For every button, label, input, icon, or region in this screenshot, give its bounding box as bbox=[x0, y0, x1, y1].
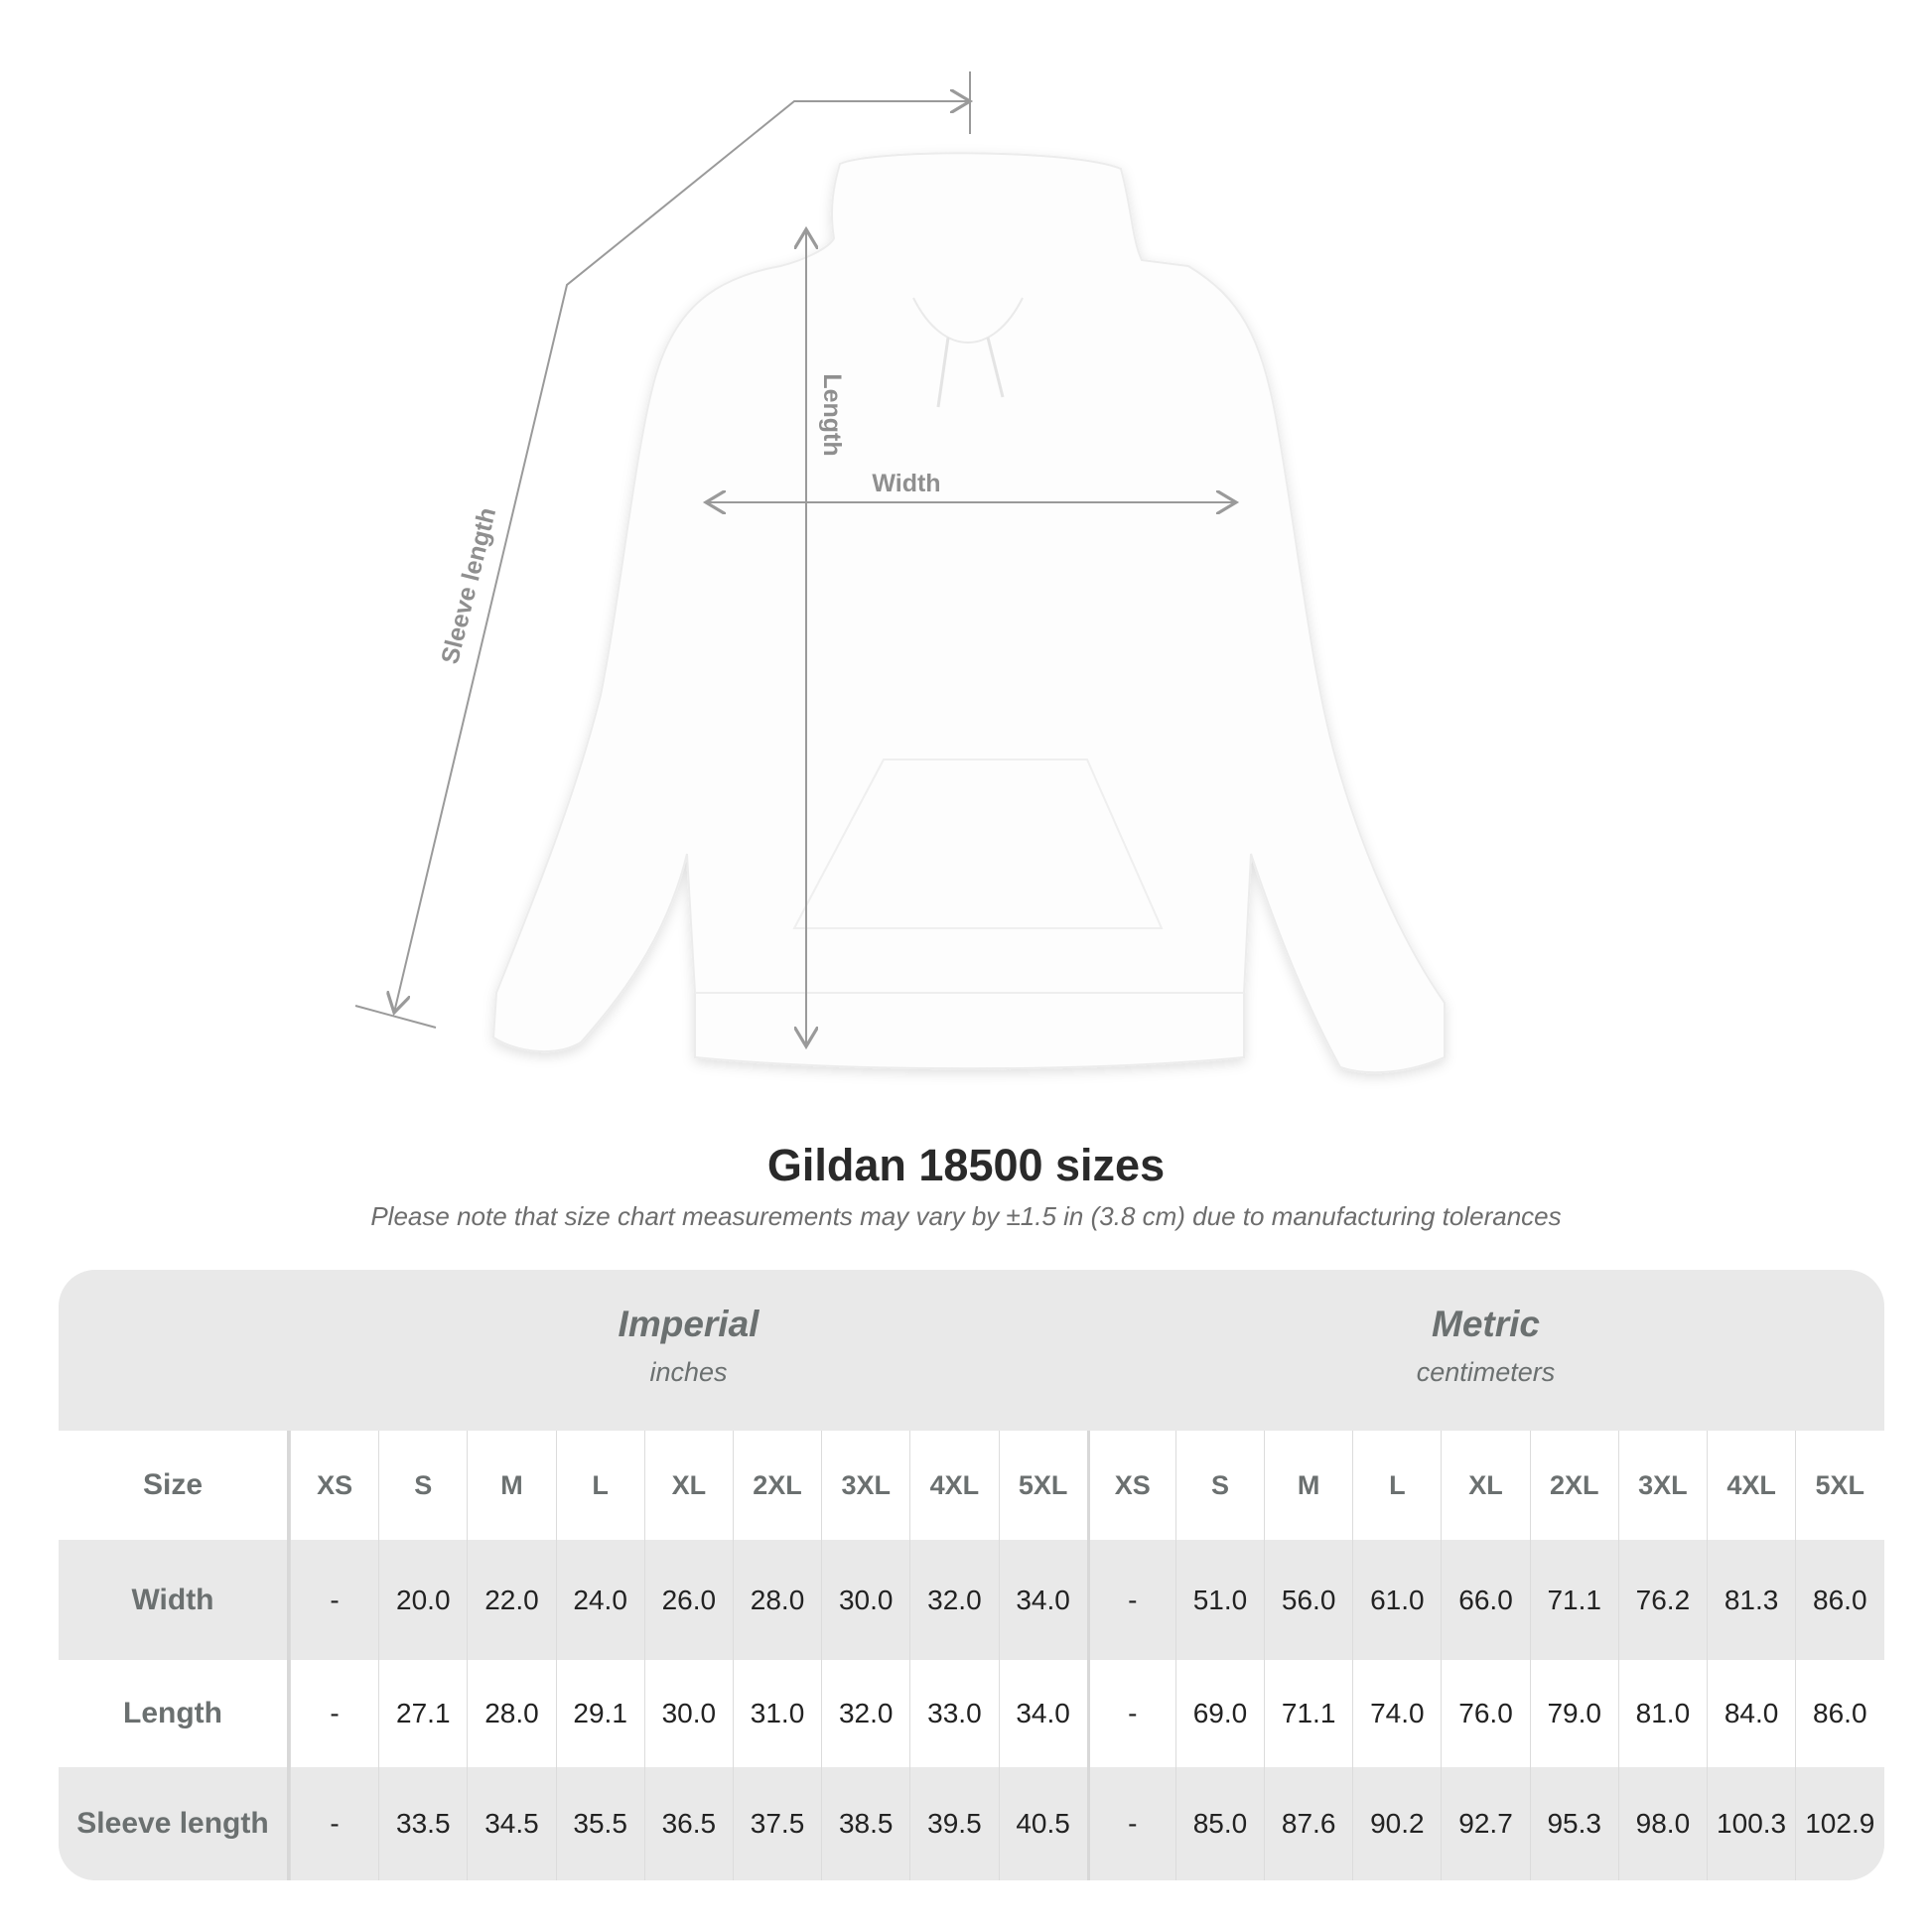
value-cell-imperial: 34.0 bbox=[998, 1540, 1087, 1660]
value-cell-imperial: 36.5 bbox=[643, 1767, 733, 1880]
value-cell-metric: 81.0 bbox=[1617, 1660, 1707, 1767]
value-cell-imperial: 35.5 bbox=[555, 1767, 644, 1880]
value-cell-metric: 56.0 bbox=[1264, 1540, 1352, 1660]
value-cell-metric: 79.0 bbox=[1529, 1660, 1618, 1767]
value-cell-metric: 81.3 bbox=[1707, 1540, 1795, 1660]
sleeve-length-measure bbox=[354, 71, 970, 1029]
value-cell-metric: 86.0 bbox=[1795, 1540, 1883, 1660]
value-cell-imperial: 39.5 bbox=[909, 1767, 998, 1880]
value-cell-metric: - bbox=[1086, 1540, 1175, 1660]
size-header-imperial: 4XL bbox=[909, 1431, 998, 1540]
size-header-metric: 2XL bbox=[1529, 1431, 1618, 1540]
value-cell-imperial: 22.0 bbox=[467, 1540, 555, 1660]
value-cell-metric: 76.0 bbox=[1441, 1660, 1529, 1767]
value-cell-metric: 100.3 bbox=[1707, 1767, 1795, 1880]
row-label: Size bbox=[59, 1431, 290, 1540]
value-cell-metric: 92.7 bbox=[1441, 1767, 1529, 1880]
size-header-row: Size XS S M L XL 2XL 3XL 4XL 5XL XS S M L XL 2XL 3XL 4XL 5… bbox=[59, 1431, 1884, 1540]
metric-title: Metric bbox=[1432, 1304, 1540, 1344]
chart-title: Gildan 18500 sizes bbox=[766, 1140, 1166, 1190]
value-cell-imperial: - bbox=[290, 1540, 378, 1660]
value-cell-metric: 61.0 bbox=[1352, 1540, 1441, 1660]
table-row: Length -27.1 28.0 29.1 30.0 31.0 32.0 33.0 34.0-… bbox=[59, 1660, 1884, 1767]
value-cell-imperial: 28.0 bbox=[467, 1660, 555, 1767]
row-label: Sleeve length bbox=[59, 1767, 290, 1880]
value-cell-imperial: 34.0 bbox=[998, 1660, 1087, 1767]
hoodie-diagram: Sleeve length Length Width bbox=[354, 71, 1446, 1074]
sleeve-length-label: Sleeve length bbox=[436, 504, 501, 666]
length-label: Length bbox=[818, 373, 846, 456]
width-label: Width bbox=[872, 470, 940, 497]
value-cell-metric: 51.0 bbox=[1174, 1540, 1264, 1660]
value-cell-metric: 76.2 bbox=[1617, 1540, 1707, 1660]
value-cell-imperial: - bbox=[290, 1767, 378, 1880]
table-row: Sleeve length -33.5 34.5 35.5 36.5 37.5 38.5 39… bbox=[59, 1767, 1884, 1880]
value-cell-imperial: 30.0 bbox=[821, 1540, 909, 1660]
value-cell-metric: 66.0 bbox=[1441, 1540, 1529, 1660]
size-header-metric: L bbox=[1352, 1431, 1441, 1540]
value-cell-imperial: 32.0 bbox=[821, 1660, 909, 1767]
tolerance-note: Please note that size chart measurements… bbox=[370, 1201, 1562, 1231]
value-cell-imperial: 38.5 bbox=[821, 1767, 909, 1880]
value-cell-metric: 95.3 bbox=[1529, 1767, 1618, 1880]
value-cell-metric: 90.2 bbox=[1352, 1767, 1441, 1880]
size-header-imperial: 5XL bbox=[998, 1431, 1087, 1540]
metric-unit: centimeters bbox=[1416, 1357, 1556, 1387]
imperial-unit: inches bbox=[649, 1357, 728, 1387]
value-cell-metric: 84.0 bbox=[1707, 1660, 1795, 1767]
size-header-metric: 5XL bbox=[1795, 1431, 1883, 1540]
size-header-metric: S bbox=[1174, 1431, 1264, 1540]
value-cell-metric: 87.6 bbox=[1264, 1767, 1352, 1880]
size-header-imperial: XL bbox=[643, 1431, 733, 1540]
size-header-imperial: XS bbox=[290, 1431, 378, 1540]
size-header-imperial: M bbox=[467, 1431, 555, 1540]
value-cell-metric: 69.0 bbox=[1174, 1660, 1264, 1767]
value-cell-imperial: 20.0 bbox=[378, 1540, 467, 1660]
value-cell-imperial: 33.0 bbox=[909, 1660, 998, 1767]
value-cell-imperial: 24.0 bbox=[555, 1540, 644, 1660]
value-cell-metric: 74.0 bbox=[1352, 1660, 1441, 1767]
value-cell-imperial: 26.0 bbox=[643, 1540, 733, 1660]
value-cell-imperial: 32.0 bbox=[909, 1540, 998, 1660]
table-row: Width -20.0 22.0 24.0 26.0 28.0 30.0 32.0 34.0-5… bbox=[59, 1540, 1884, 1660]
value-cell-imperial: 28.0 bbox=[732, 1540, 821, 1660]
value-cell-imperial: 29.1 bbox=[555, 1660, 644, 1767]
imperial-title: Imperial bbox=[618, 1304, 759, 1344]
size-header-metric: M bbox=[1264, 1431, 1352, 1540]
size-header-metric: XS bbox=[1086, 1431, 1175, 1540]
value-cell-imperial: 40.5 bbox=[998, 1767, 1087, 1880]
row-label: Length bbox=[59, 1660, 290, 1767]
value-cell-metric: 98.0 bbox=[1617, 1767, 1707, 1880]
value-cell-imperial: 30.0 bbox=[643, 1660, 733, 1767]
value-cell-metric: 86.0 bbox=[1795, 1660, 1883, 1767]
size-header-imperial: 3XL bbox=[821, 1431, 909, 1540]
value-cell-metric: 71.1 bbox=[1264, 1660, 1352, 1767]
size-header-metric: XL bbox=[1441, 1431, 1529, 1540]
imperial-header: Imperial inches bbox=[290, 1270, 1087, 1431]
size-table: Imperial inches Metric centimeters Size X… bbox=[59, 1270, 1884, 1880]
value-cell-metric: 71.1 bbox=[1529, 1540, 1618, 1660]
size-header-imperial: L bbox=[555, 1431, 644, 1540]
value-cell-imperial: 34.5 bbox=[467, 1767, 555, 1880]
value-cell-metric: - bbox=[1086, 1660, 1175, 1767]
value-cell-imperial: 27.1 bbox=[378, 1660, 467, 1767]
size-header-imperial: 2XL bbox=[732, 1431, 821, 1540]
value-cell-metric: 102.9 bbox=[1795, 1767, 1883, 1880]
value-cell-imperial: 33.5 bbox=[378, 1767, 467, 1880]
size-header-metric: 4XL bbox=[1707, 1431, 1795, 1540]
size-header-metric: 3XL bbox=[1617, 1431, 1707, 1540]
value-cell-metric: 85.0 bbox=[1174, 1767, 1264, 1880]
metric-header: Metric centimeters bbox=[1087, 1270, 1884, 1431]
value-cell-metric: - bbox=[1086, 1767, 1175, 1880]
row-label: Width bbox=[59, 1540, 290, 1660]
value-cell-imperial: 31.0 bbox=[732, 1660, 821, 1767]
size-header-imperial: S bbox=[378, 1431, 467, 1540]
value-cell-imperial: 37.5 bbox=[732, 1767, 821, 1880]
value-cell-imperial: - bbox=[290, 1660, 378, 1767]
hoodie-image bbox=[491, 152, 1446, 1074]
